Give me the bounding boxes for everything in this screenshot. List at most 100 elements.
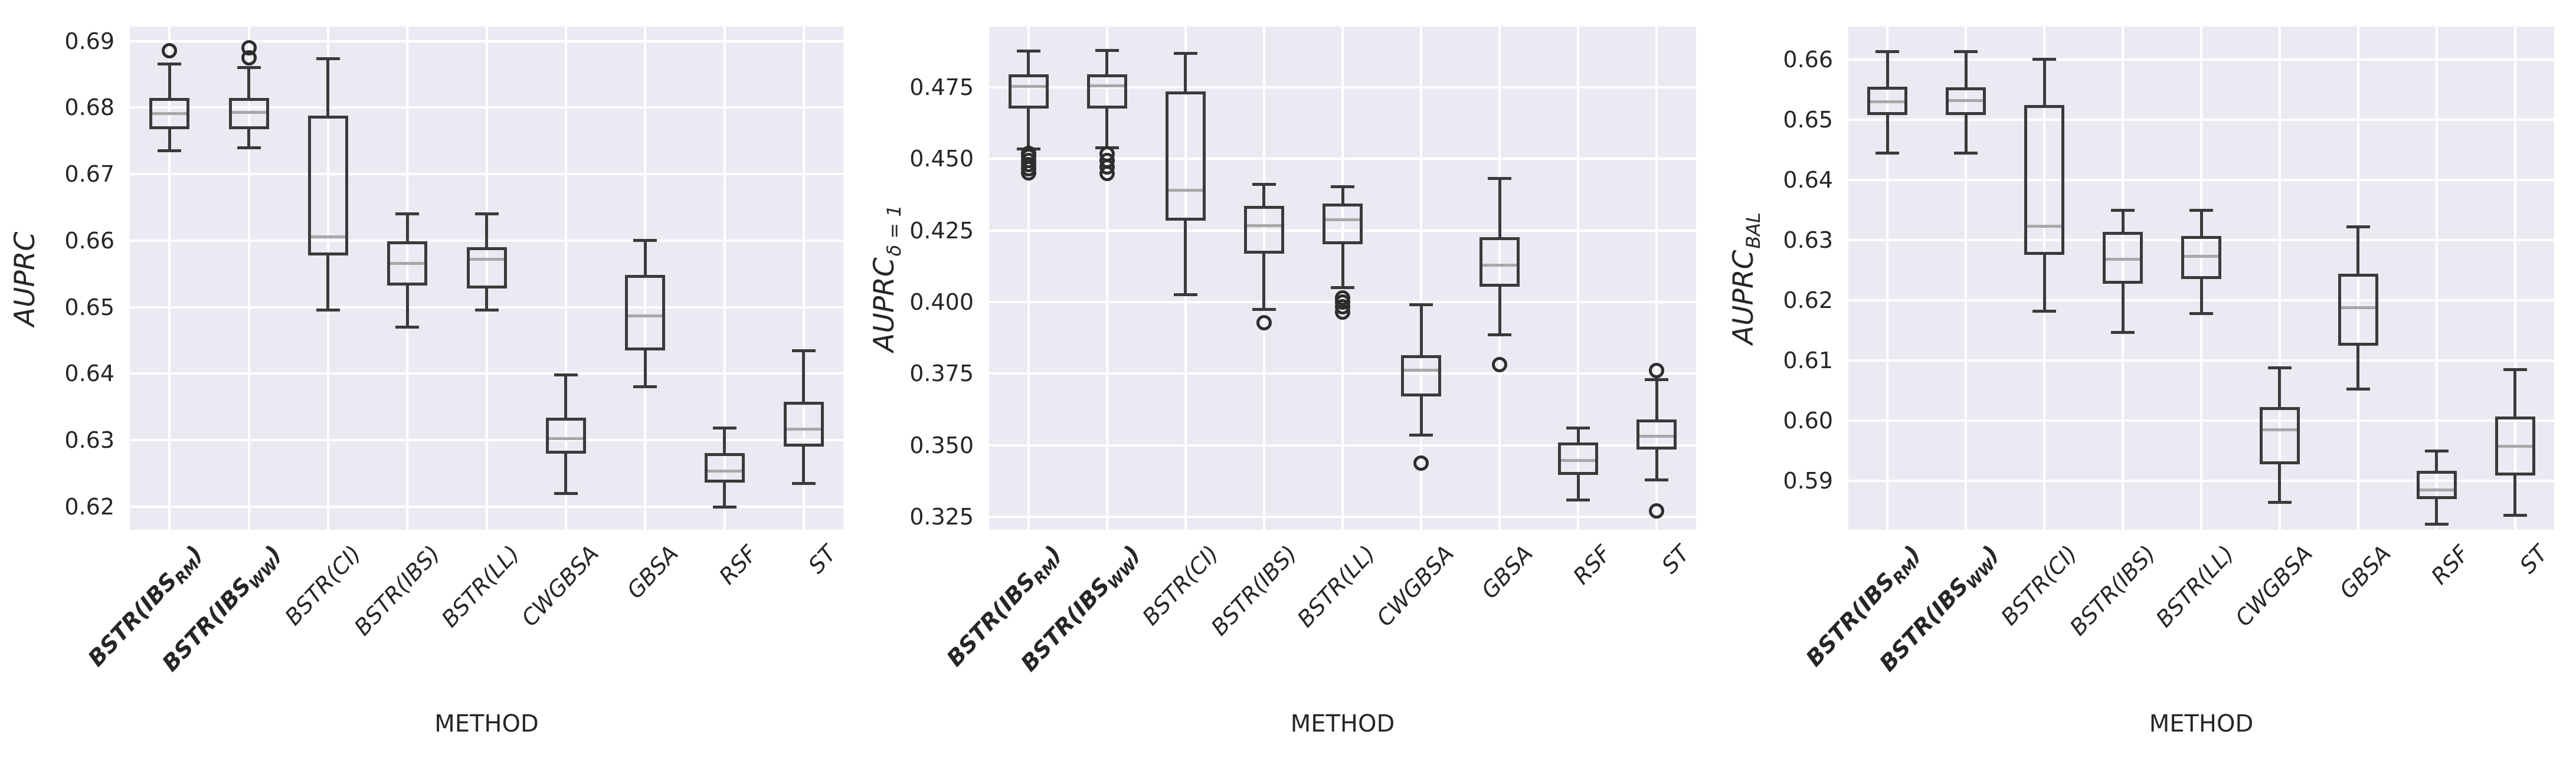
whisker-cap-upper-cwgbsa [554,373,578,376]
ytick-label: 0.65 [64,294,114,320]
whisker-lower-rsf [2435,497,2438,524]
whisker-cap-lower-bstr-ll [474,308,499,311]
whisker-cap-upper-bstr-ibs-rm [1016,50,1040,53]
ytick-label: 0.63 [1783,227,1833,254]
outlier-point-bstr-ibs-ww [1099,146,1115,162]
box-bstr-ll [2181,235,2221,279]
gridline-vertical [2513,27,2516,530]
xtick-label: GBSA [621,540,683,604]
median-bstr-ibs-rm [1870,100,1905,104]
whisker-lower-bstr-ibs-rm [1886,113,1889,153]
median-bstr-ibs-ww [1089,84,1124,87]
outlier-point-gbsa [1492,356,1508,372]
whisker-upper-bstr-ll [1341,186,1344,205]
ytick-label: 0.67 [64,161,114,188]
box-gbsa [625,275,666,350]
median-bstr-ibs-rm [1011,85,1046,88]
whisker-cap-upper-st [791,349,816,353]
median-bstr-ll [1325,218,1360,221]
whisker-cap-upper-gbsa [1488,176,1512,180]
whisker-upper-bstr-ll [485,214,488,249]
median-bstr-ci [310,235,345,238]
outlier-point-bstr-ibs-rm [162,42,178,58]
whisker-upper-bstr-ibs-rm [1886,51,1889,88]
box-st [783,402,824,447]
whisker-cap-upper-bstr-ci [1173,52,1197,55]
gridline-vertical [1105,27,1108,530]
whisker-cap-upper-bstr-ci [2032,57,2057,61]
ytick-label: 0.64 [64,360,114,387]
whisker-cap-lower-bstr-ibs [395,325,420,329]
plot-area-auprc-delta1 [989,27,1696,530]
gridline-vertical [247,27,250,530]
whisker-upper-gbsa [1498,178,1501,239]
box-rsf [2416,470,2457,500]
median-st [1639,434,1674,438]
box-cwgbsa [545,418,586,454]
whisker-cap-lower-rsf [712,506,737,509]
whisker-upper-st [2513,369,2517,418]
whisker-cap-upper-bstr-ibs-rm [158,62,182,65]
xtick-label: RSF [714,540,762,589]
median-gbsa [1482,264,1517,267]
median-bstr-ibs-rm [152,112,187,116]
gridline-vertical [1027,27,1030,530]
ytick-label: 0.450 [909,146,974,172]
ytick-label: 0.64 [1783,167,1833,194]
ytick-label: 0.69 [64,28,114,54]
gridline-vertical [168,27,171,530]
box-bstr-ibs-ww [1086,74,1127,109]
gridline-vertical [723,27,726,530]
ytick-label: 0.61 [1783,347,1833,374]
xtick-label: CWGBSA [2230,540,2318,632]
ytick-label: 0.62 [1783,287,1833,314]
whisker-upper-rsf [2435,451,2438,473]
whisker-cap-upper-bstr-ll [1331,185,1354,189]
box-bstr-ibs-rm [149,98,190,129]
gridline-vertical [1577,27,1580,530]
whisker-lower-gbsa [1498,285,1501,335]
median-bstr-ll [469,257,504,261]
median-rsf [1561,459,1596,463]
ytick-label: 0.68 [64,94,114,121]
whisker-lower-bstr-ibs-rm [1027,107,1030,149]
ytick-label: 0.66 [64,227,114,254]
whisker-cap-lower-bstr-ibs-ww [237,146,261,149]
xtick-label-subscript: WW [246,556,283,593]
xtick-label: BSTR(LL) [436,540,525,632]
median-rsf [707,470,742,473]
median-cwgbsa [548,437,583,441]
xtick-label-subscript: RM [171,556,203,588]
whisker-lower-bstr-ibs-ww [1105,107,1109,148]
ytick-label: 0.350 [909,432,974,458]
whisker-upper-bstr-ibs [2121,210,2125,234]
box-cwgbsa [1401,355,1442,397]
gridline-vertical [406,27,409,530]
whisker-upper-rsf [1576,428,1580,444]
xtick-label: ST [803,540,842,579]
whisker-upper-bstr-ibs-ww [1105,50,1109,76]
ytick-label: 0.425 [909,217,974,244]
whisker-upper-bstr-ll [2199,210,2203,238]
box-bstr-ibs-ww [228,98,269,129]
whisker-cap-lower-cwgbsa [2267,500,2292,504]
whisker-cap-upper-rsf [712,427,737,430]
box-cwgbsa [2259,407,2300,465]
whisker-cap-upper-bstr-ll [2189,208,2213,212]
whisker-cap-lower-bstr-ci [2032,310,2057,313]
xtick-label-subscript: RM [1889,556,1922,588]
whisker-upper-bstr-ibs [1262,184,1266,208]
ytick-label: 0.400 [909,289,974,316]
whisker-cap-lower-rsf [1566,498,1590,501]
x-axis-label-method: METHOD [1290,710,1395,737]
xtick-label-subscript: RM [1030,556,1062,588]
whisker-cap-lower-st [791,481,816,485]
xtick-label: BSTR(LL) [2151,540,2240,632]
outlier-point-bstr-ibs-rm [1020,145,1036,161]
whisker-lower-bstr-ll [1341,242,1344,288]
gridline-vertical [2122,27,2125,530]
xtick-label: GBSA [2334,540,2396,604]
whisker-upper-bstr-ibs-ww [1964,51,1968,89]
whisker-upper-bstr-ibs-ww [247,67,250,100]
